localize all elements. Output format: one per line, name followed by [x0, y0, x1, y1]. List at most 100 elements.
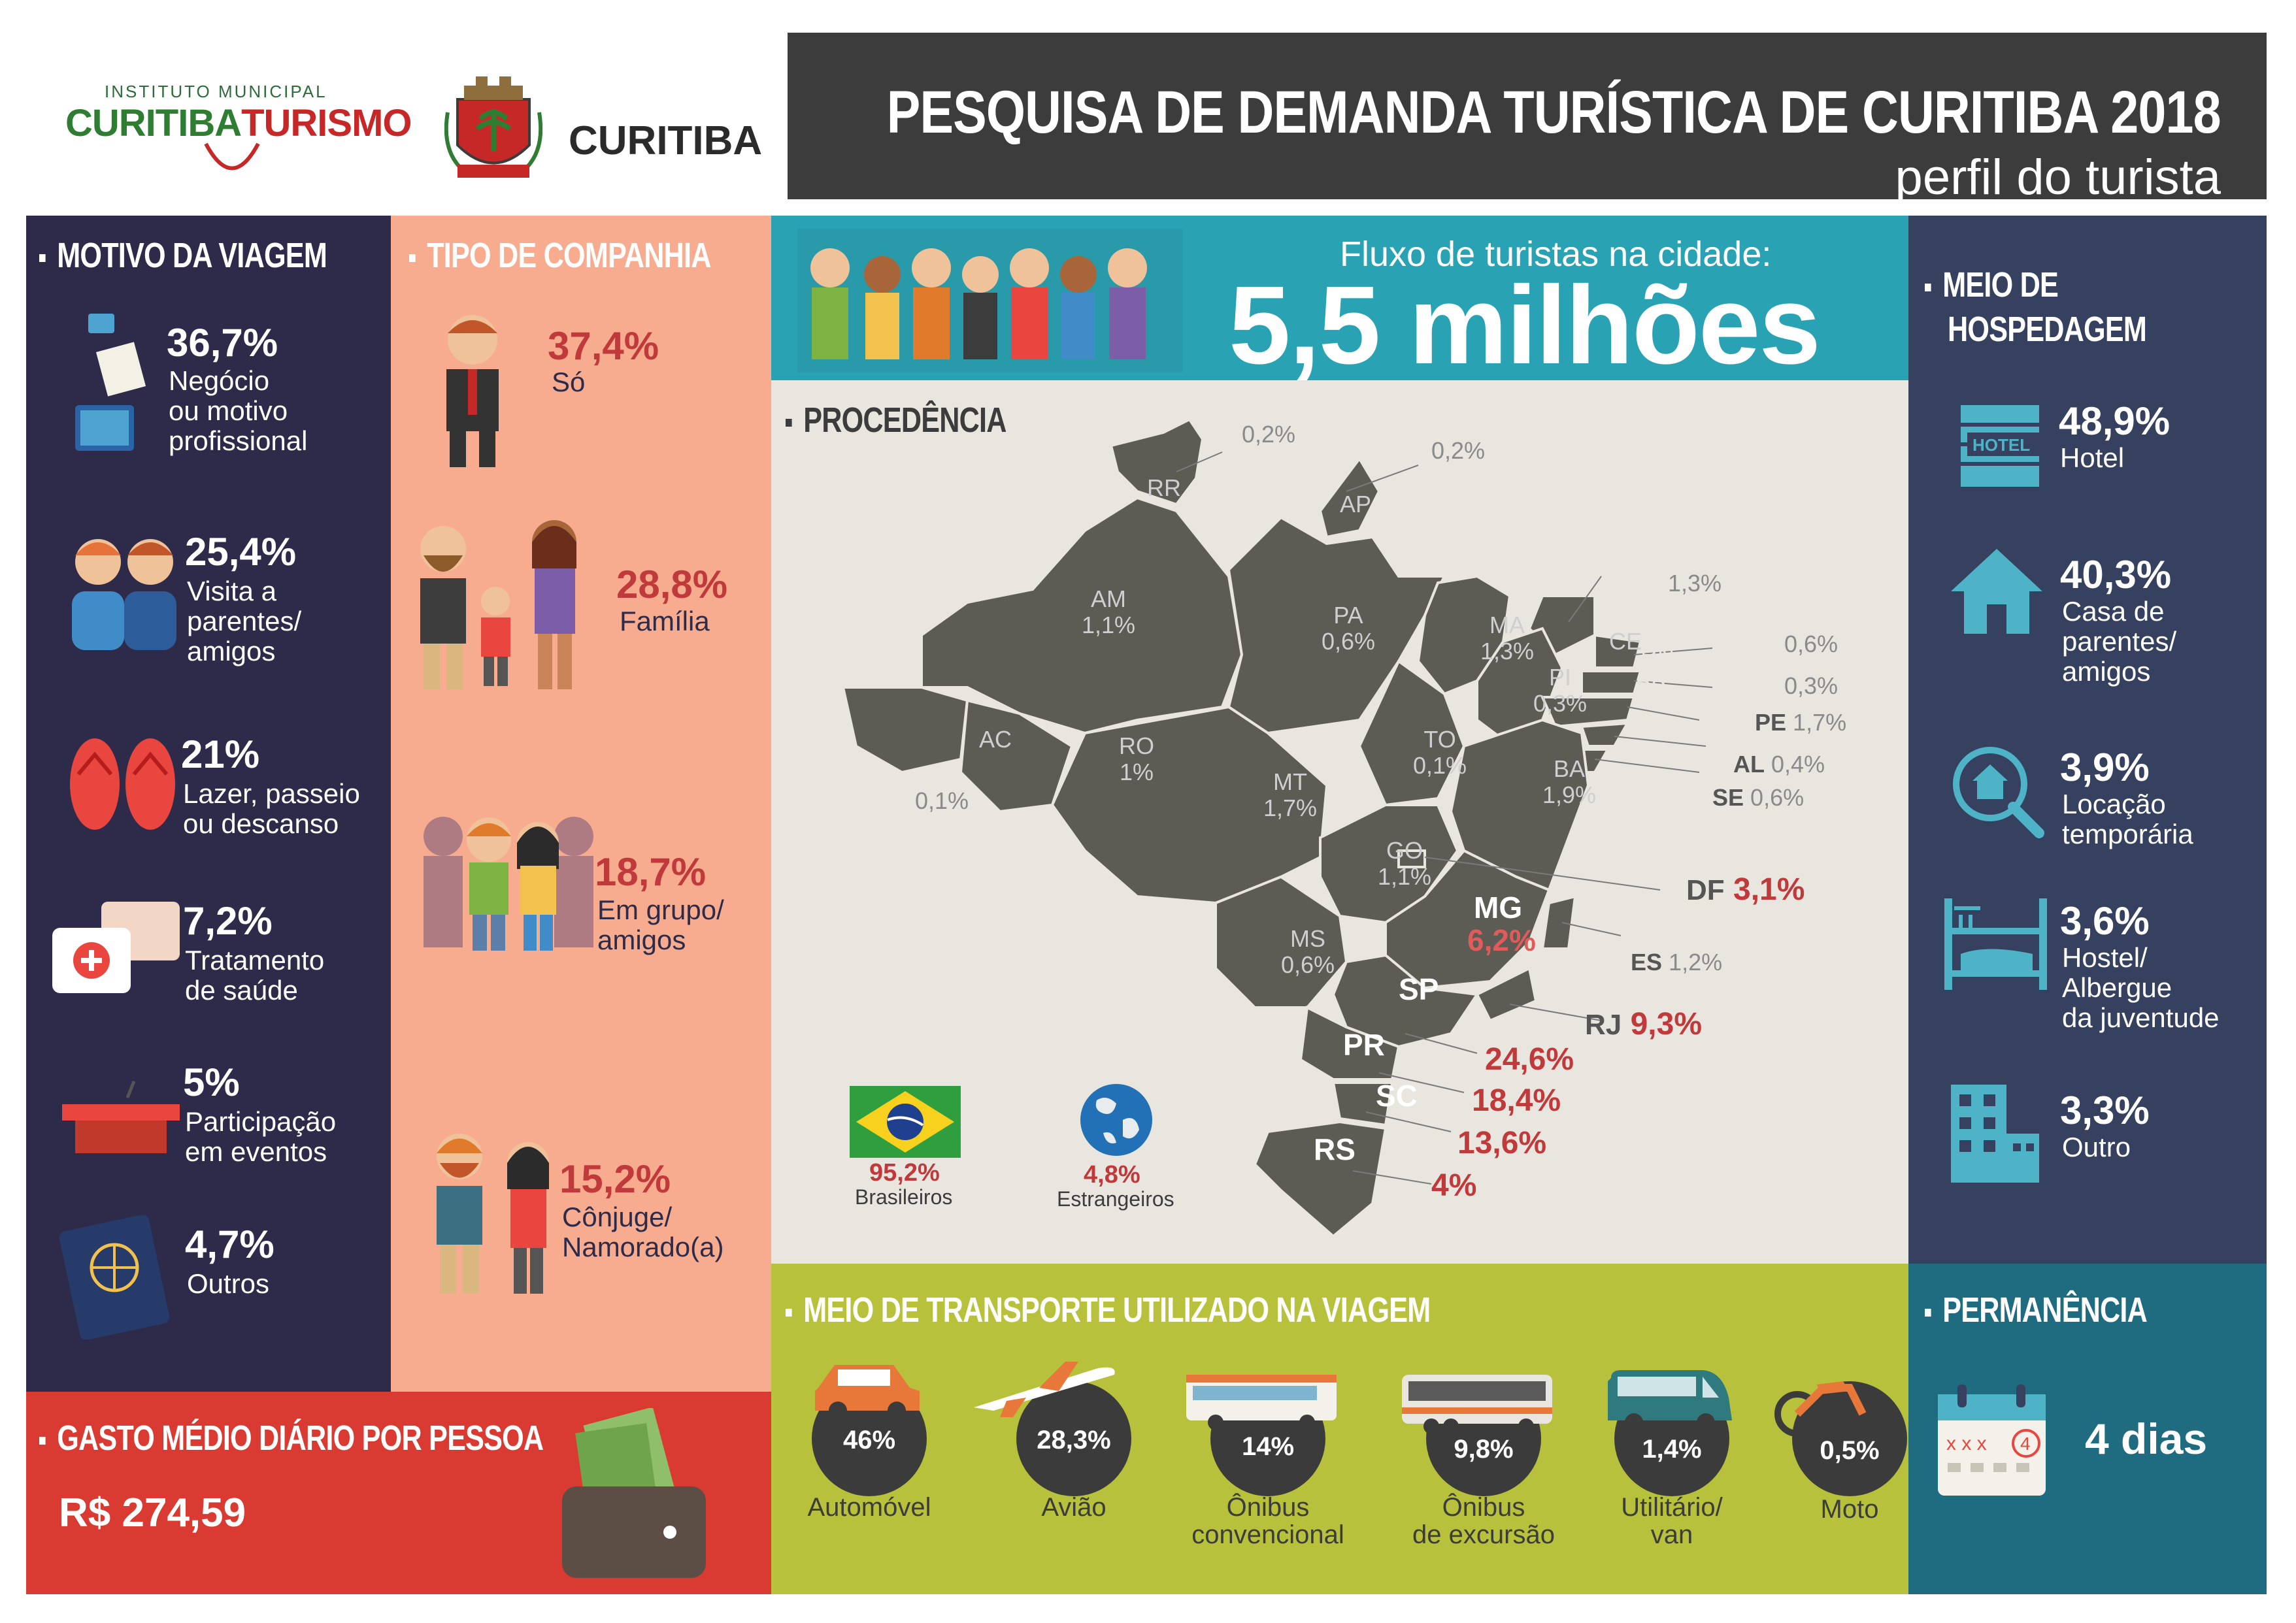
brasileiros-pct: 95,2% — [869, 1159, 940, 1187]
hosp-label-0: Hotel — [2060, 442, 2125, 473]
map-state-df — [1397, 849, 1426, 868]
state-label-pi: PI 0,3% — [1533, 664, 1588, 717]
map-state-ac — [841, 686, 969, 774]
tourists-crowd-icon — [797, 229, 1183, 372]
page-title: PESQUISA DE DEMANDA TURÍSTICA DE CURITIB… — [886, 79, 2221, 146]
map-state-rj — [1475, 966, 1538, 1023]
map-state-mg — [1384, 849, 1551, 990]
hospedagem-title-1: MEIO DE — [1925, 265, 2059, 305]
permanencia-section: PERMANÊNCIA x x x 4 4 dias — [1908, 1264, 2267, 1594]
brazil-flag-icon — [850, 1086, 961, 1158]
state-label-ap: AP — [1340, 491, 1372, 517]
curitiba-coat-of-arms-icon — [444, 76, 542, 178]
transport-pct-2: 14% — [1241, 1432, 1295, 1461]
state-label-mt: MT 1,7% — [1263, 768, 1318, 821]
hosp-pct-0: 48,9% — [2059, 399, 2171, 443]
transport-pct-5: 0,5% — [1820, 1436, 1880, 1465]
coach-bus-icon — [1402, 1375, 1552, 1434]
hosp-pct-3: 3,6% — [2060, 899, 2150, 943]
state-label-ms: MS 0,6% — [1281, 925, 1335, 978]
page-subtitle: perfil do turista — [1895, 150, 2221, 205]
transport-label-2: Ônibus convencional — [1191, 1493, 1344, 1549]
state-label-am: AM 1,1% — [1082, 585, 1136, 638]
companhia-label-2: Em grupo/ amigos — [597, 894, 724, 955]
transport-label-0: Automóvel — [807, 1493, 931, 1522]
motivo-label-0: Negócio ou motivo profissional — [169, 365, 308, 456]
transport-label-5: Moto — [1820, 1495, 1879, 1524]
ext-pct-rs: 4% — [1431, 1168, 1477, 1203]
wallet-icon — [562, 1408, 706, 1578]
ext-pct-rr: 0,2% — [1242, 421, 1296, 448]
ext-se: SE 0,6% — [1712, 784, 1805, 811]
fluxo-label: Fluxo de turistas na cidade: — [1340, 235, 1772, 274]
companhia-section: TIPO DE COMPANHIA 37,4% Só 28,8% Família… — [391, 216, 771, 1392]
map-state-rr — [1109, 418, 1205, 506]
building-icon — [1951, 1085, 2039, 1183]
companhia-label-0: Só — [552, 367, 586, 397]
map-state-ap — [1318, 456, 1381, 539]
hosp-label-3: Hostel/ Albergue da juventude — [2062, 942, 2220, 1033]
state-label-ce: CE — [1609, 628, 1642, 655]
state-pct-mg: 6,2% — [1467, 923, 1536, 957]
ext-pct-ac: 0,1% — [915, 787, 969, 814]
permanencia-value: 4 dias — [2085, 1415, 2208, 1463]
companhia-pct-0: 37,4% — [548, 324, 659, 368]
header-title-area: PESQUISA DE DEMANDA TURÍSTICA DE CURITIB… — [788, 33, 2267, 205]
permanencia-title: PERMANÊNCIA — [1925, 1290, 2148, 1330]
calendar-day: 4 — [2020, 1434, 2031, 1454]
family-icon — [420, 520, 576, 689]
motivo-pct-1: 25,4% — [185, 530, 297, 574]
companhia-pct-2: 18,7% — [595, 850, 707, 894]
motivo-label-2: Lazer, passeio ou descanso — [183, 778, 360, 839]
ext-df: DF 3,1% — [1686, 872, 1805, 907]
house-icon — [1951, 549, 2042, 634]
ext-pct-ap: 0,2% — [1431, 437, 1486, 464]
gasto-title: GASTO MÉDIO DIÁRIO POR PESSOA — [39, 1418, 544, 1458]
motivo-section: MOTIVO DA VIAGEM 36,7% Negócio ou motivo… — [26, 216, 391, 1392]
state-label-pa: PA 0,6% — [1322, 602, 1376, 655]
brazil-map — [841, 418, 1713, 1238]
ext-pct-pb: 0,3% — [1784, 672, 1838, 699]
header-logos: INSTITUTO MUNICIPAL CURITIBATURISMO CURI… — [26, 33, 788, 199]
friends-icon — [72, 539, 176, 650]
motivo-pct-4: 5% — [183, 1060, 240, 1104]
state-label-ba: BA 1,9% — [1542, 755, 1597, 808]
motivo-label-5: Outros — [187, 1268, 270, 1299]
companhia-label-3: Cônjuge/ Namorado(a) — [562, 1202, 724, 1262]
map-state-rs — [1253, 1120, 1388, 1238]
gasto-value: R$ 274,59 — [59, 1490, 246, 1535]
companhia-pct-1: 28,8% — [616, 563, 728, 606]
hosp-pct-1: 40,3% — [2060, 553, 2172, 597]
transport-label-3: Ônibus de excursão — [1412, 1493, 1555, 1549]
group-friends-icon — [424, 817, 593, 951]
state-label-sc: SC — [1376, 1079, 1418, 1113]
ext-pct-sc: 13,6% — [1457, 1126, 1547, 1160]
ext-pct-sp: 24,6% — [1485, 1042, 1574, 1077]
state-label-pr: PR — [1343, 1028, 1385, 1062]
ext-al: AL 0,4% — [1733, 751, 1825, 778]
calendar-icon: x x x 4 — [1938, 1385, 2046, 1496]
companhia-pct-3: 15,2% — [559, 1157, 671, 1201]
podium-icon — [62, 1081, 180, 1153]
van-icon — [1608, 1370, 1732, 1432]
state-label-mg: MG — [1474, 891, 1523, 925]
motivo-pct-0: 36,7% — [167, 321, 278, 365]
passport-icon — [59, 1215, 170, 1339]
estrangeiros-pct: 4,8% — [1084, 1161, 1140, 1189]
state-label-ro: RO 1% — [1119, 732, 1154, 785]
ext-pct-ce: 1,3% — [1668, 570, 1722, 597]
map-state-al — [1580, 721, 1630, 747]
fluxo-value: 5,5 milhões — [1229, 263, 1821, 387]
gasto-section: GASTO MÉDIO DIÁRIO POR PESSOA R$ 274,59 — [26, 1392, 771, 1594]
estrangeiros-label: Estrangeiros — [1057, 1187, 1174, 1211]
transport-label-1: Avião — [1041, 1493, 1106, 1522]
bus-icon — [1186, 1375, 1337, 1430]
first-aid-icon — [52, 902, 180, 993]
state-label-rs: RS — [1314, 1132, 1356, 1166]
hotel-icon: HOTEL — [1961, 405, 2046, 487]
flip-flops-icon — [70, 738, 175, 830]
motorcycle-icon — [1774, 1381, 1886, 1437]
person-alone-icon — [446, 315, 499, 467]
business-icon — [75, 314, 146, 451]
bunk-bed-icon — [1944, 898, 2047, 990]
